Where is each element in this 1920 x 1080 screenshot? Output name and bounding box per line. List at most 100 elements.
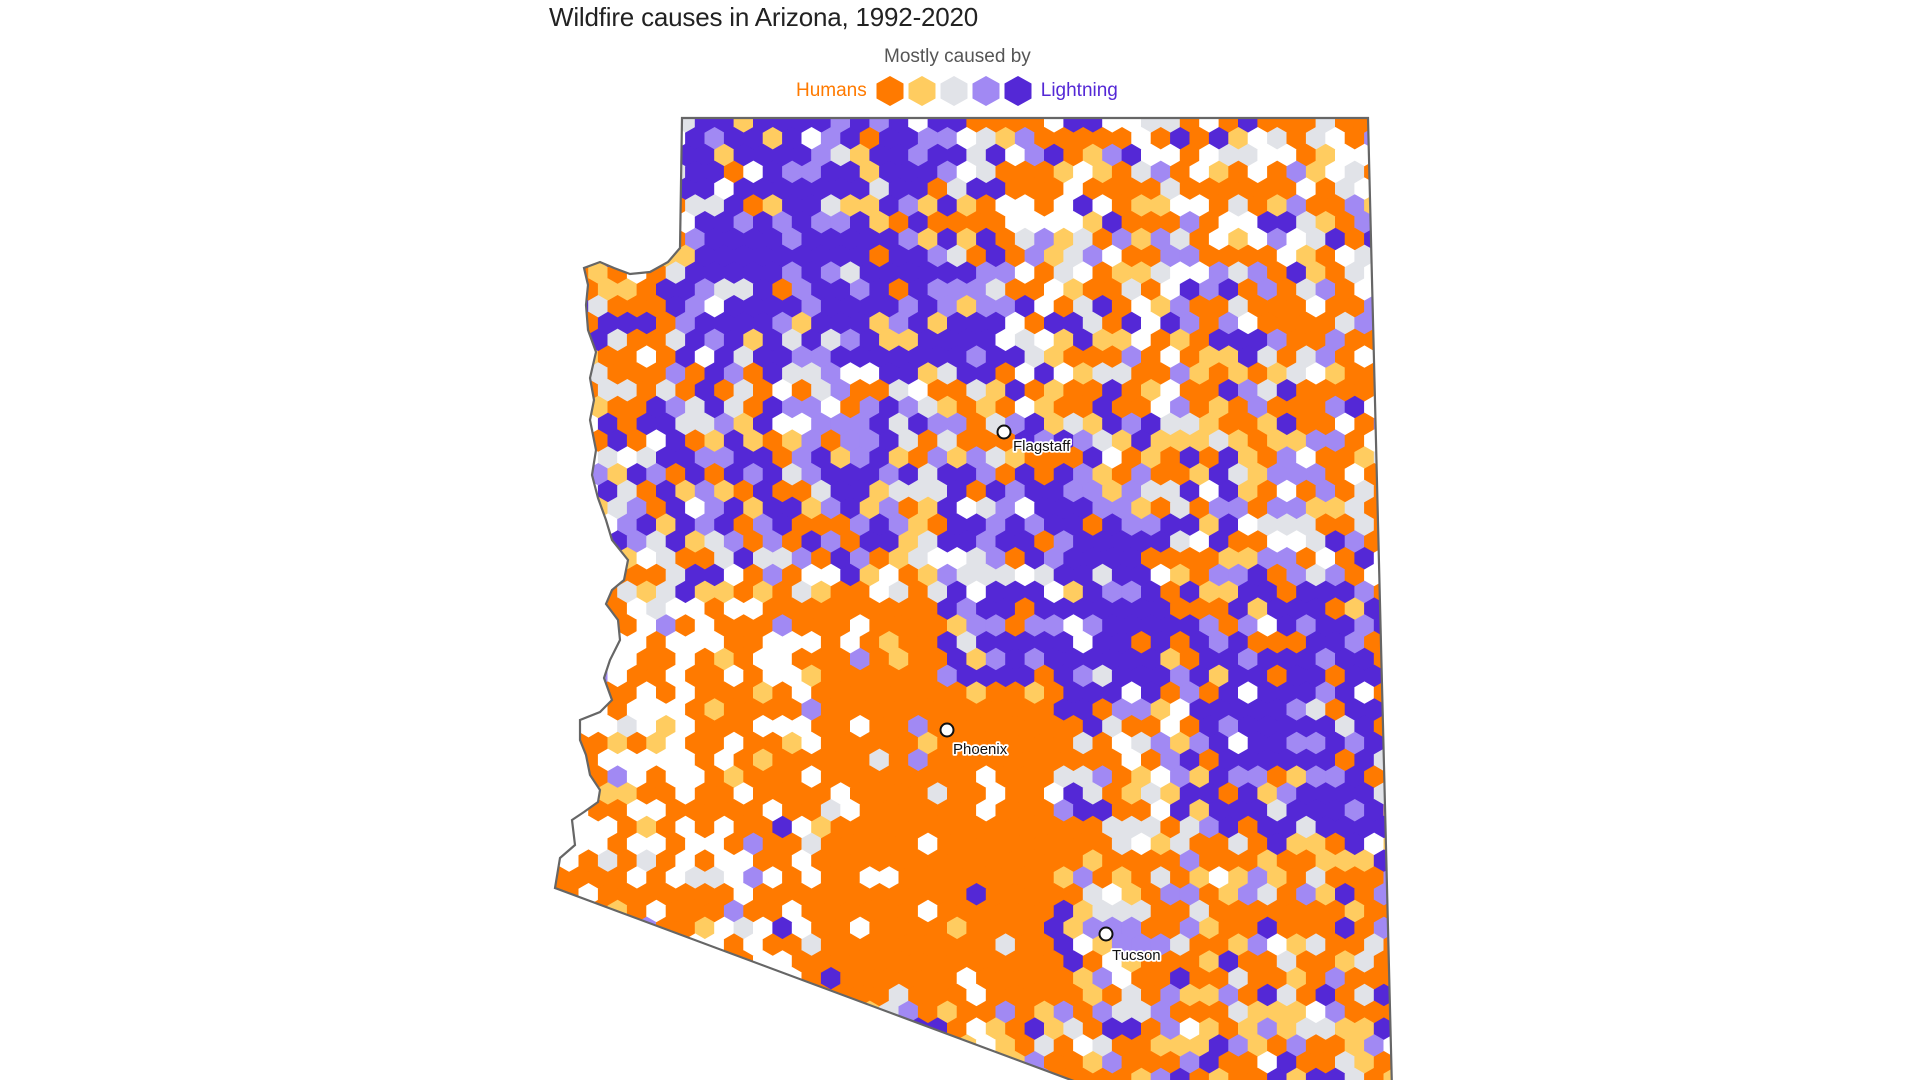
hex-cell xyxy=(743,295,764,319)
hex-cell xyxy=(1267,731,1288,755)
hex-cell xyxy=(762,530,783,554)
hex-cell xyxy=(850,614,871,638)
hex-cell xyxy=(626,463,647,487)
hex-cell xyxy=(1247,563,1268,587)
hex-cell xyxy=(1208,127,1229,151)
hex-cell xyxy=(782,631,803,655)
hex-cell xyxy=(791,379,812,403)
hex-cell xyxy=(753,849,774,873)
hex-cell xyxy=(1335,614,1356,638)
hex-cell xyxy=(937,1067,958,1080)
hex-cell xyxy=(1218,278,1239,302)
hex-cell xyxy=(1344,765,1365,789)
hex-cell xyxy=(927,883,948,907)
hex-cell xyxy=(1179,143,1200,167)
hex-cell xyxy=(1296,345,1317,369)
hex-cell xyxy=(1267,496,1288,520)
hex-cell xyxy=(530,866,550,889)
hex-cell xyxy=(791,244,812,268)
hex-cell xyxy=(733,883,754,907)
hex-cell xyxy=(1131,328,1152,352)
hex-cell xyxy=(617,849,638,873)
hex-cell xyxy=(811,748,832,772)
hex-cell xyxy=(1228,463,1249,487)
hex-cell xyxy=(1044,211,1065,235)
hex-cell xyxy=(1005,278,1026,302)
hex-cell xyxy=(859,194,880,218)
hex-cell xyxy=(753,412,774,436)
hex-cell xyxy=(820,933,841,957)
hex-cell xyxy=(1179,580,1200,604)
hex-cell xyxy=(1150,362,1171,386)
hex-cell xyxy=(555,496,570,520)
hex-cell xyxy=(840,664,861,688)
hex-cell xyxy=(1267,328,1288,352)
hex-cell xyxy=(1335,916,1356,940)
hex-cell xyxy=(1053,1000,1074,1024)
hex-cell xyxy=(927,1051,948,1075)
hex-cell xyxy=(1024,311,1045,335)
hex-cell xyxy=(1315,479,1336,503)
hex-cell xyxy=(782,295,803,319)
hex-cell xyxy=(898,227,919,251)
hex-cell xyxy=(559,446,580,470)
hex-cell xyxy=(714,547,735,571)
hex-cell xyxy=(1150,496,1171,520)
hex-cell xyxy=(869,681,890,705)
hex-cell xyxy=(1228,227,1249,251)
hex-cell xyxy=(1024,479,1045,503)
hex-cell xyxy=(937,698,958,722)
hex-cell xyxy=(1150,463,1171,487)
hex-cell xyxy=(685,899,706,923)
hex-cell xyxy=(879,362,900,386)
hex-cell xyxy=(607,496,628,520)
hex-cell xyxy=(1160,118,1181,134)
hex-cell xyxy=(1131,295,1152,319)
hex-cell xyxy=(1373,177,1392,201)
hex-cell xyxy=(850,1051,871,1075)
hex-cell xyxy=(762,631,783,655)
hex-cell xyxy=(898,530,919,554)
hex-cell xyxy=(1335,345,1356,369)
city-marker-icon xyxy=(996,424,1012,440)
hex-cell xyxy=(772,513,793,537)
hex-cell xyxy=(617,143,638,167)
hex-cell xyxy=(1335,311,1356,335)
hex-cell xyxy=(917,597,938,621)
hex-cell xyxy=(578,614,599,638)
hex-cell xyxy=(636,883,657,907)
hex-cell xyxy=(1131,261,1152,285)
hex-cell xyxy=(743,866,764,890)
hex-cell xyxy=(888,815,909,839)
hex-cell xyxy=(1073,1067,1094,1080)
hex-cell xyxy=(1170,866,1191,890)
hex-cell xyxy=(1286,328,1307,352)
hex-cell xyxy=(1276,580,1297,604)
hex-cell xyxy=(772,379,793,403)
hex-cell xyxy=(588,127,609,151)
hex-cell xyxy=(530,765,550,788)
hex-cell xyxy=(1305,194,1326,218)
hex-cell xyxy=(937,866,958,890)
hex-cell xyxy=(801,631,822,655)
hex-cell xyxy=(1383,463,1392,487)
hex-cell xyxy=(966,311,987,335)
hex-cell xyxy=(966,143,987,167)
hex-cell xyxy=(1102,143,1123,167)
hex-cell xyxy=(1131,731,1152,755)
hex-cell xyxy=(626,328,647,352)
hex-cell xyxy=(995,1000,1016,1024)
hex-cell xyxy=(811,950,832,974)
hex-cell xyxy=(801,765,822,789)
hex-cell xyxy=(685,731,706,755)
hex-cell xyxy=(1150,328,1171,352)
hex-cell xyxy=(1325,160,1346,184)
hex-cell xyxy=(1053,967,1074,991)
hex-cell xyxy=(947,379,968,403)
hex-cell xyxy=(1247,698,1268,722)
hex-cell xyxy=(830,446,851,470)
hex-cell xyxy=(753,647,774,671)
hex-cell xyxy=(1228,496,1249,520)
hex-cell xyxy=(705,93,725,116)
hex-cell xyxy=(956,899,977,923)
